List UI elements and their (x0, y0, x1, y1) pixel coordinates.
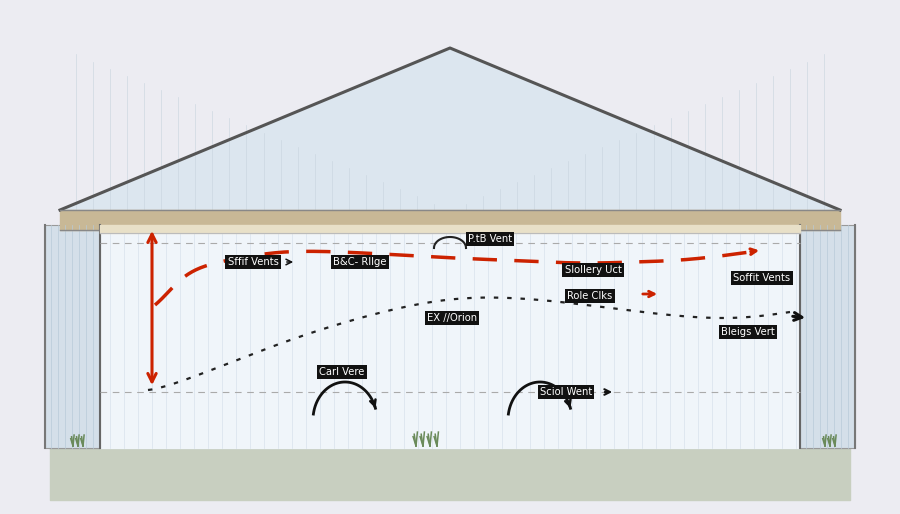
Text: Sffif Vents: Sffif Vents (228, 257, 278, 267)
Text: Slollery Uct: Slollery Uct (564, 265, 621, 275)
Text: Sciol Went: Sciol Went (540, 387, 592, 397)
Text: Role Clks: Role Clks (567, 291, 613, 301)
Text: B&C- Rllge: B&C- Rllge (333, 257, 387, 267)
Text: Carl Vere: Carl Vere (320, 367, 365, 377)
Text: Bleigs Vert: Bleigs Vert (721, 327, 775, 337)
Polygon shape (60, 48, 840, 210)
Text: Soffit Vents: Soffit Vents (734, 273, 790, 283)
Bar (45, 225, 100, 448)
Text: P.tB Vent: P.tB Vent (468, 234, 512, 244)
Bar (800, 225, 855, 448)
Text: EX //Orion: EX //Orion (427, 313, 477, 323)
